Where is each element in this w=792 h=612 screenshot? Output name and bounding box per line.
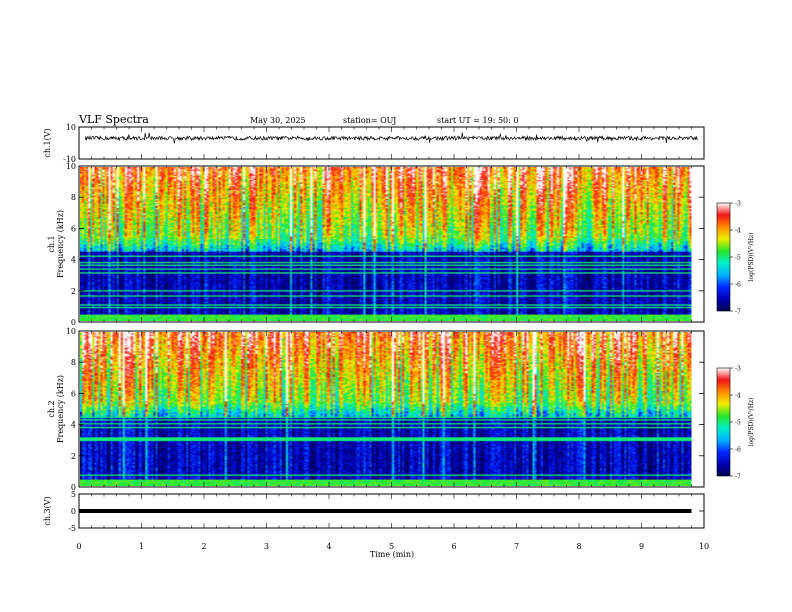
colorbar-tick-label: -3 xyxy=(735,366,741,373)
x-tick-label: 1 xyxy=(139,542,144,551)
colorbar-tick-label: -4 xyxy=(735,393,741,400)
colorbar-tick-label: -6 xyxy=(735,447,741,454)
y-tick-label: 2 xyxy=(71,287,76,296)
colorbar-label: log(PSD)(V²/Hz) xyxy=(748,398,755,447)
colorbar-label: log(PSD)(V²/Hz) xyxy=(748,233,755,282)
ch1-waveform-trace xyxy=(84,132,699,144)
station-label: station= OUJ xyxy=(343,116,396,125)
y-tick-label: 8 xyxy=(71,193,76,202)
y-tick-label: 5 xyxy=(71,490,76,499)
y-tick-label: 10 xyxy=(66,123,76,132)
colorbar-tick-label: -3 xyxy=(735,201,741,208)
time-axis: Time (min) 0 1 2 3 4 5 6 7 8 9 10 xyxy=(76,542,709,559)
y-tick-label: -10 xyxy=(63,155,76,164)
colorbar-tick-label: -5 xyxy=(735,255,741,262)
y-axis-label: ch.3(V) xyxy=(43,496,52,525)
colorbar-tick-label: -7 xyxy=(735,474,741,481)
y-axis-label: ch.1Frequency (kHz) xyxy=(47,210,65,278)
y-tick-label: 0 xyxy=(71,483,76,492)
x-tick-label: 3 xyxy=(264,542,269,551)
colorbar-tick-label: -6 xyxy=(735,282,741,289)
y-tick-label: 0 xyxy=(71,318,76,327)
ch3-waveform-panel: 5 0 -5 ch.3(V) xyxy=(43,490,705,533)
ch1-spectrogram-panel: 0 2 4 6 8 10 ch.1Frequency (kHz) xyxy=(47,162,705,327)
x-tick-label: 6 xyxy=(451,542,456,551)
x-tick-label: 7 xyxy=(514,542,519,551)
y-tick-label: 6 xyxy=(71,389,76,398)
colorbars: -3 -4 -5 -6 -7 log(PSD)(V²/Hz) -3 -4 -5 -6 -7 log(P… xyxy=(716,201,755,481)
ch2-spectrogram-image xyxy=(80,332,692,486)
ch1-waveform-panel: 10 -10 ch.1(V) xyxy=(43,123,705,164)
ch2-spectrogram-panel: 0 2 4 6 8 10 ch.2Frequency (kHz) xyxy=(47,327,705,492)
x-tick-label: 8 xyxy=(576,542,581,551)
colorbar-tick-label: -7 xyxy=(735,309,741,316)
x-tick-label: 5 xyxy=(389,542,394,551)
ch1-spectrogram-image xyxy=(80,167,692,321)
y-tick-label: 2 xyxy=(71,452,76,461)
y-tick-label: 8 xyxy=(71,358,76,367)
x-tick-label: 9 xyxy=(639,542,644,551)
y-tick-label: 6 xyxy=(71,224,76,233)
figure-title: VLF Spectra xyxy=(78,113,149,126)
x-axis-title: Time (min) xyxy=(370,550,414,559)
y-axis-label: ch.1(V) xyxy=(43,128,52,157)
x-tick-label: 4 xyxy=(326,542,331,551)
x-tick-label: 0 xyxy=(76,542,81,551)
y-tick-label: 4 xyxy=(71,421,76,430)
y-tick-label: 10 xyxy=(66,162,76,171)
y-tick-label: 0 xyxy=(71,507,76,516)
colorbar xyxy=(716,367,731,477)
y-axis-label: ch.2Frequency (kHz) xyxy=(47,375,65,443)
colorbar-tick-label: -4 xyxy=(735,228,741,235)
x-tick-label: 10 xyxy=(699,542,709,551)
colorbar-tick-label: -5 xyxy=(735,420,741,427)
colorbar xyxy=(716,202,731,312)
x-tick-label: 2 xyxy=(201,542,206,551)
y-tick-label: 4 xyxy=(71,256,76,265)
date-label: May 30, 2025 xyxy=(250,116,306,125)
start-time-label: start UT = 19: 50: 0 xyxy=(437,116,518,125)
y-tick-label: -5 xyxy=(68,524,76,533)
y-tick-label: 10 xyxy=(66,327,76,336)
ch3-waveform-trace xyxy=(79,509,692,513)
